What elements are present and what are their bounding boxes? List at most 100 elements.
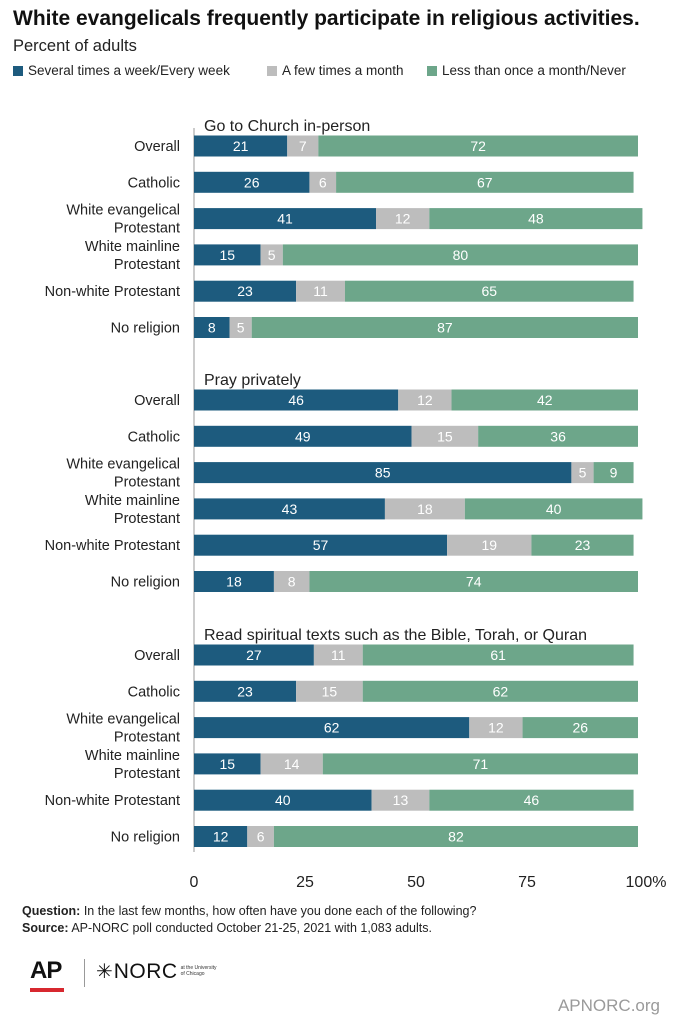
norc-affiliation: at the University of Chicago xyxy=(180,965,217,977)
x-tick-label: 25 xyxy=(296,874,314,891)
bar-segment xyxy=(287,135,319,157)
x-tick-label: 100% xyxy=(626,874,667,891)
bar-segment xyxy=(464,498,643,520)
data-label: 5 xyxy=(579,465,587,481)
category-label: White evangelical xyxy=(66,457,180,473)
bar-segment xyxy=(194,171,310,193)
data-label: 80 xyxy=(453,247,469,263)
group-heading: Go to Church in-person xyxy=(204,118,370,135)
data-label: 8 xyxy=(208,320,216,336)
bar-segment xyxy=(322,753,638,775)
bar-segment xyxy=(398,389,452,411)
data-label: 18 xyxy=(417,501,433,517)
data-label: 9 xyxy=(610,465,618,481)
data-label: 41 xyxy=(277,211,293,227)
x-tick-label: 50 xyxy=(407,874,425,891)
category-label: No religion xyxy=(111,321,180,337)
bar-segment xyxy=(451,389,638,411)
category-label: No religion xyxy=(111,575,180,591)
source-text: AP-NORC poll conducted October 21-25, 20… xyxy=(71,921,432,935)
bar-segment xyxy=(194,717,470,739)
site-url: APNORC.org xyxy=(557,996,660,1015)
data-label: 8 xyxy=(288,574,296,590)
data-label: 62 xyxy=(324,720,340,736)
bar-segment xyxy=(309,571,638,592)
data-label: 26 xyxy=(572,720,588,736)
data-label: 82 xyxy=(448,829,464,845)
category-label: Catholic xyxy=(128,175,180,191)
data-label: 12 xyxy=(395,211,411,227)
category-label: Overall xyxy=(134,648,180,664)
bar-segment xyxy=(376,208,430,230)
bar-segment xyxy=(371,789,430,811)
data-label: 49 xyxy=(295,428,311,444)
bar-segment xyxy=(194,753,261,775)
category-label: Non-white Protestant xyxy=(45,284,180,300)
data-label: 12 xyxy=(488,720,504,736)
ap-logo: AP xyxy=(30,957,62,984)
data-label: 11 xyxy=(313,283,328,299)
bar-segment xyxy=(362,644,634,666)
data-label: 13 xyxy=(393,792,409,808)
legend-label: Several times a week/Every week xyxy=(28,63,230,78)
legend-item-series1: Several times a week/Every week xyxy=(13,63,230,78)
data-label: 46 xyxy=(524,792,540,808)
bar-segment xyxy=(194,498,385,520)
data-label: 36 xyxy=(550,428,566,444)
bar-segment xyxy=(296,280,345,302)
data-label: 72 xyxy=(470,138,486,154)
data-label: 15 xyxy=(322,683,338,699)
bar-segment xyxy=(478,425,638,447)
bar-segment xyxy=(194,826,248,847)
data-label: 11 xyxy=(331,647,346,663)
norc-star-icon: ✳ xyxy=(96,961,113,983)
legend-label: A few times a month xyxy=(282,63,404,78)
bar-segment xyxy=(282,244,638,266)
data-label: 18 xyxy=(226,574,242,590)
category-label: Protestant xyxy=(114,475,180,491)
data-label: 48 xyxy=(528,211,544,227)
category-label: Overall xyxy=(134,393,180,409)
category-label: Protestant xyxy=(114,257,180,273)
chart-subtitle: Percent of adults xyxy=(13,37,137,55)
data-label: 67 xyxy=(477,174,493,190)
question-label: Question: xyxy=(22,904,81,918)
category-label: Protestant xyxy=(114,221,180,237)
bar-segment xyxy=(194,534,448,556)
data-label: 40 xyxy=(275,792,291,808)
data-label: 40 xyxy=(546,501,562,517)
bar-segment xyxy=(260,244,283,266)
category-label: White mainline xyxy=(85,748,180,764)
bar-segment xyxy=(194,389,399,411)
data-label: 15 xyxy=(220,756,236,772)
data-label: 19 xyxy=(481,537,497,553)
bar-segment xyxy=(384,498,465,520)
category-label: Non-white Protestant xyxy=(45,793,180,809)
bar-segment xyxy=(194,571,274,592)
data-label: 85 xyxy=(375,465,391,481)
data-label: 46 xyxy=(288,392,304,408)
bar-segment xyxy=(429,208,643,230)
bar-segment xyxy=(194,280,297,302)
bar-segment xyxy=(194,135,288,157)
category-label: Protestant xyxy=(114,766,180,782)
bar-segment xyxy=(318,135,638,157)
bar-segment xyxy=(194,425,412,447)
bar-segment xyxy=(194,317,230,338)
bar-segment xyxy=(336,171,634,193)
norc-wordmark: NORC xyxy=(113,959,178,983)
bar-segment xyxy=(411,425,479,447)
data-label: 6 xyxy=(257,829,265,845)
data-label: 14 xyxy=(284,756,300,772)
data-label: 61 xyxy=(490,647,506,663)
data-label: 21 xyxy=(233,138,249,154)
category-label: Protestant xyxy=(114,511,180,527)
data-label: 62 xyxy=(493,683,509,699)
data-label: 7 xyxy=(299,138,307,154)
bar-segment xyxy=(194,208,377,230)
category-label: No religion xyxy=(111,830,180,846)
data-label: 23 xyxy=(237,683,253,699)
bar-segment xyxy=(194,644,314,666)
bar-segment xyxy=(251,317,638,338)
data-label: 26 xyxy=(244,174,260,190)
